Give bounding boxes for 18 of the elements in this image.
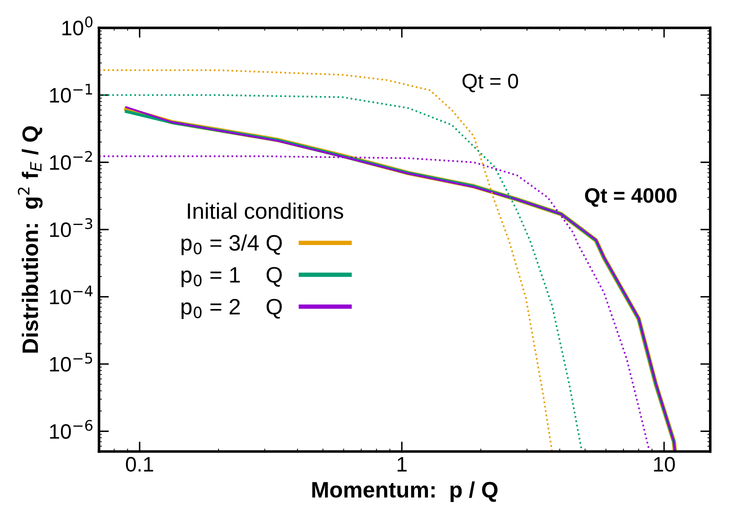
y-tick-label: 10$^{−5}$ <box>50 352 92 372</box>
x-tick-label: 1 <box>398 457 407 472</box>
legend-label: p$_{0}$ = 2 Q <box>182 298 282 319</box>
y-tick-label: 10$^{−1}$ <box>50 84 92 103</box>
y-tick-label: 10$^{−3}$ <box>50 218 92 238</box>
x-axis-title: Momentum: p / Q <box>312 481 498 502</box>
y-tick-label: 10$^{0}$ <box>62 16 92 36</box>
y-tick-label: 10$^{−4}$ <box>50 286 93 304</box>
y-tick-label: 10$^{−6}$ <box>50 420 92 439</box>
annotation: Qt = 4000 <box>585 188 677 207</box>
legend-label: p$_{0}$ = 3/4 Q <box>182 234 282 256</box>
legend-label: p$_{0}$ = 1 Q <box>182 266 282 288</box>
x-tick-label: 10 <box>654 456 675 472</box>
annotation: Qt = 0 <box>462 74 518 92</box>
legend-title: Initial conditions <box>188 202 344 219</box>
y-tick-label: 10$^{−2}$ <box>50 150 92 170</box>
x-tick-label: 0.1 <box>126 456 154 472</box>
y-axis-title: Distribution: g$^{2}$ f$_{E}$ / Q <box>18 126 43 353</box>
